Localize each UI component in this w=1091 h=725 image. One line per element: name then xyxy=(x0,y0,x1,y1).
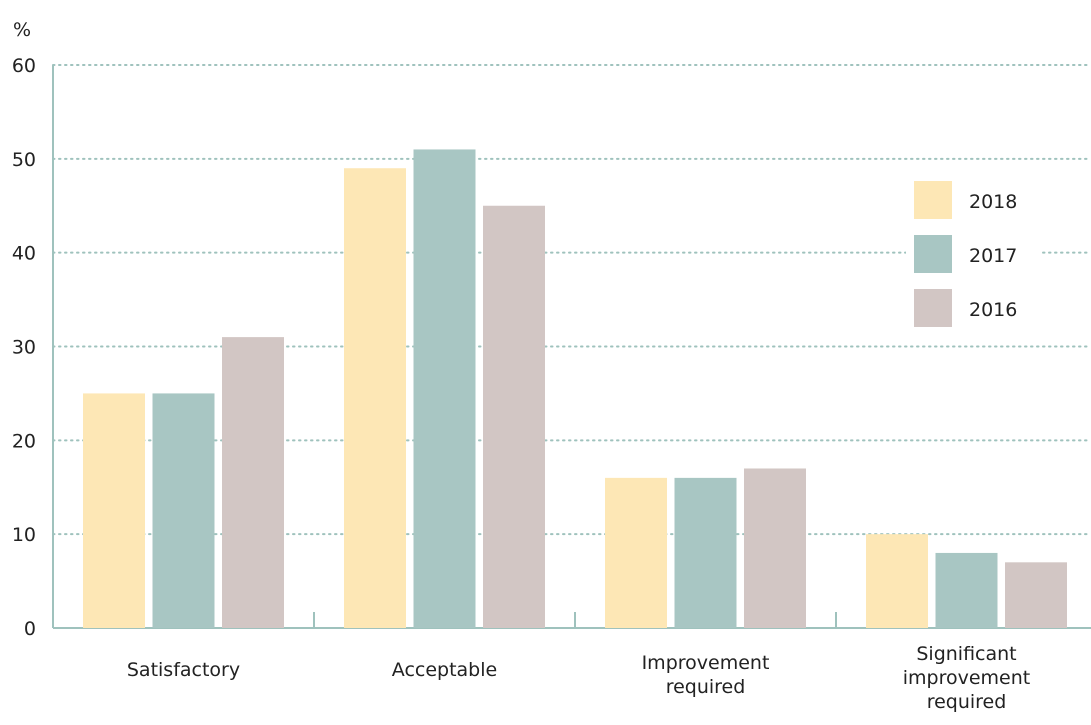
bar-2017-1 xyxy=(413,149,476,628)
bar-2016-0 xyxy=(222,337,284,628)
x-category-label-line: Acceptable xyxy=(392,659,497,681)
x-category-label-3: Significant improvement required xyxy=(903,643,1031,713)
legend-label-2016: 2016 xyxy=(969,299,1017,321)
y-tick-label-20: 20 xyxy=(12,430,36,452)
y-tick-label-50: 50 xyxy=(12,149,36,171)
y-tick-label-30: 30 xyxy=(12,337,36,359)
legend-label-2017: 2017 xyxy=(969,245,1017,267)
bar-2018-2 xyxy=(605,477,667,628)
bar-2017-2 xyxy=(674,477,737,628)
x-category-label-1: Acceptable xyxy=(392,659,497,681)
x-category-label-line: Improvement xyxy=(642,652,770,674)
y-tick-label-40: 40 xyxy=(12,243,36,265)
y-axis-unit-label: % xyxy=(13,19,31,41)
legend-swatch-2017 xyxy=(914,235,952,273)
legend: 2018 2017 2016 xyxy=(906,173,1040,335)
x-category-label-line: Satisfactory xyxy=(127,659,240,681)
y-tick-label-0: 0 xyxy=(24,618,36,640)
y-tick-label-10: 10 xyxy=(12,524,36,546)
bar-2017-0 xyxy=(152,393,215,628)
x-category-label-line: required xyxy=(927,691,1007,713)
bar-2018-3 xyxy=(866,534,928,628)
x-category-label-line: Significant xyxy=(916,643,1016,665)
bar-2016-2 xyxy=(744,468,806,628)
x-category-label-line: improvement xyxy=(903,667,1031,689)
bar-2016-1 xyxy=(483,205,545,628)
labels: 0 10 20 30 40 50 60% Satisfactory Acceptable Impr… xyxy=(12,19,1030,713)
bar-2017-3 xyxy=(935,552,998,628)
x-category-label-0: Satisfactory xyxy=(127,659,240,681)
legend-label-2018: 2018 xyxy=(969,191,1017,213)
y-tick-label-60: 60 xyxy=(12,55,36,77)
legend-swatch-2016 xyxy=(914,289,952,327)
bars xyxy=(83,149,1067,628)
bar-2018-1 xyxy=(344,168,406,628)
x-category-label-line: required xyxy=(666,676,746,698)
bar-2018-0 xyxy=(83,393,145,628)
x-category-label-2: Improvement required xyxy=(642,652,770,698)
legend-swatch-2018 xyxy=(914,181,952,219)
bar-2016-3 xyxy=(1005,562,1067,628)
